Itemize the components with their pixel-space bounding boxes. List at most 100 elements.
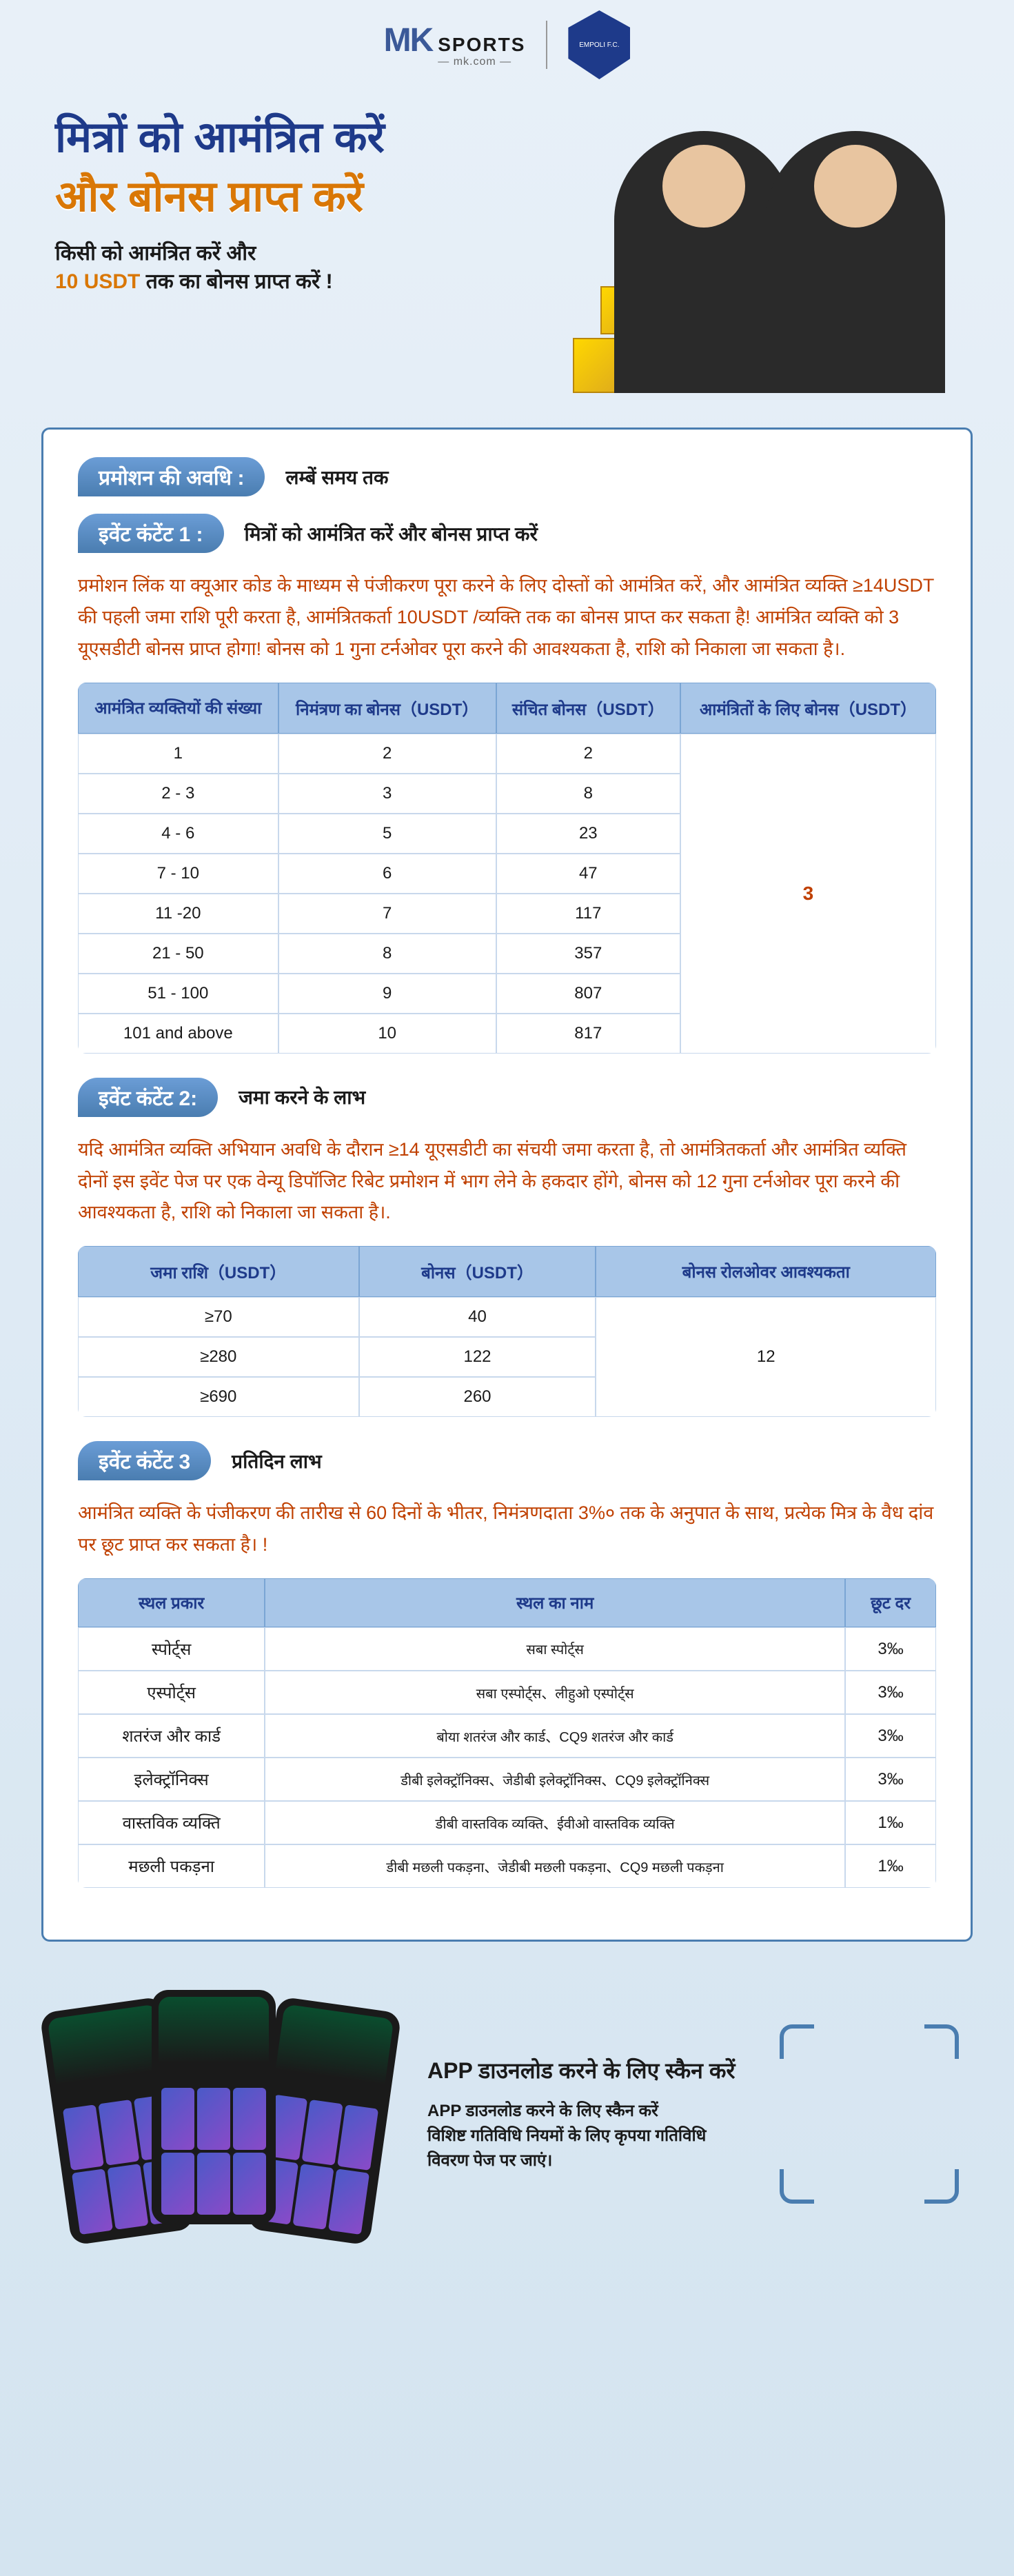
event2-subtitle: जमा करने के लाभ xyxy=(239,1084,365,1110)
table-cell: डीबी मछली पकड़ना、जेडीबी मछली पकड़ना、CQ9 … xyxy=(265,1844,845,1888)
table-cell: 11 -20 xyxy=(78,894,278,934)
table-row: ≥704012 xyxy=(78,1297,936,1337)
table-cell: ≥690 xyxy=(78,1377,359,1417)
event1-table: आमंत्रित व्यक्तियों की संख्या निमंत्रण क… xyxy=(78,683,936,1054)
table-cell: 21 - 50 xyxy=(78,934,278,974)
table-cell: 4 - 6 xyxy=(78,814,278,854)
footer-title: APP डाउनलोड करने के लिए स्कैन करें xyxy=(427,2055,752,2085)
qr-corner-icon xyxy=(924,2169,959,2204)
event3-table: स्थल प्रकार स्थल का नाम छूट दर स्पोर्ट्स… xyxy=(78,1578,936,1888)
table-cell: डीबी इलेक्ट्रॉनिक्स、जेडीबी इलेक्ट्रॉनिक्… xyxy=(265,1758,845,1801)
table-header: स्थल प्रकार xyxy=(78,1578,265,1627)
table-header: जमा राशि（USDT） xyxy=(78,1246,359,1297)
table-cell: 10 xyxy=(278,1014,496,1054)
header-divider xyxy=(546,21,547,69)
table-cell: 9 xyxy=(278,974,496,1014)
logo-mk-text: MK xyxy=(384,21,433,59)
table-cell: वास्तविक व्यक्ति xyxy=(78,1801,265,1844)
promotion-duration-value: लम्बें समय तक xyxy=(285,464,388,490)
table-row: शतरंज और कार्डबोया शतरंज और कार्ड、CQ9 शत… xyxy=(78,1714,936,1758)
club-badge-icon: EMPOLI F.C. xyxy=(568,10,630,79)
table-cell: सबा स्पोर्ट्स xyxy=(265,1627,845,1671)
event1-pill: इवेंट कंटेंट 1 : xyxy=(78,514,224,553)
event2-pill: इवेंट कंटेंट 2: xyxy=(78,1078,218,1117)
qr-code-placeholder[interactable] xyxy=(780,2024,959,2204)
table-cell: 357 xyxy=(496,934,680,974)
table-header: संचित बोनस（USDT） xyxy=(496,683,680,734)
event1-subtitle: मित्रों को आमंत्रित करें और बोनस प्राप्त… xyxy=(245,521,538,547)
person-illustration xyxy=(766,131,945,393)
table-row: स्पोर्ट्ससबा स्पोर्ट्स3‰ xyxy=(78,1627,936,1671)
event1-body: प्रमोशन लिंक या क्यूआर कोड के माध्यम से … xyxy=(78,570,936,665)
table-cell: 5 xyxy=(278,814,496,854)
table-cell: स्पोर्ट्स xyxy=(78,1627,265,1671)
table-cell: 3‰ xyxy=(845,1671,936,1714)
table-cell: 2 xyxy=(496,734,680,774)
header-bar: MK SPORTS — mk.com — EMPOLI F.C. xyxy=(0,0,1014,90)
logo-domain-text: — mk.com — xyxy=(438,56,525,68)
table-cell: 2 xyxy=(278,734,496,774)
table-cell: 7 xyxy=(278,894,496,934)
footer-section: APP डाउनलोड करने के लिए स्कैन करें APP ड… xyxy=(0,1969,1014,2280)
table-header: छूट दर xyxy=(845,1578,936,1627)
event3-body: आमंत्रित व्यक्ति के पंजीकरण की तारीख से … xyxy=(78,1498,936,1561)
logo-mk-sports: MK SPORTS — mk.com — xyxy=(384,21,526,68)
table-header: निमंत्रण का बोनस（USDT） xyxy=(278,683,496,734)
table-cell: एस्पोर्ट्स xyxy=(78,1671,265,1714)
table-cell: 101 and above xyxy=(78,1014,278,1054)
event3-pill: इवेंट कंटेंट 3 xyxy=(78,1441,211,1480)
table-row: 1223 xyxy=(78,734,936,774)
table-cell: 1 xyxy=(78,734,278,774)
qr-corner-icon xyxy=(924,2024,959,2059)
table-row: मछली पकड़नाडीबी मछली पकड़ना、जेडीबी मछली … xyxy=(78,1844,936,1888)
table-cell: 23 xyxy=(496,814,680,854)
table-cell: इलेक्ट्रॉनिक्स xyxy=(78,1758,265,1801)
table-cell: 2 - 3 xyxy=(78,774,278,814)
table-cell: 122 xyxy=(359,1337,596,1377)
table-cell: 3‰ xyxy=(845,1758,936,1801)
table-cell: 3 xyxy=(278,774,496,814)
table-cell: मछली पकड़ना xyxy=(78,1844,265,1888)
table-cell: 8 xyxy=(278,934,496,974)
table-cell: शतरंज और कार्ड xyxy=(78,1714,265,1758)
table-cell: बोया शतरंज और कार्ड、CQ9 शतरंज और कार्ड xyxy=(265,1714,845,1758)
event3-subtitle: प्रतिदिन लाभ xyxy=(232,1448,322,1474)
hero-image xyxy=(573,103,973,393)
table-cell-merged: 12 xyxy=(596,1297,936,1417)
table-cell: 47 xyxy=(496,854,680,894)
table-cell: 40 xyxy=(359,1297,596,1337)
hero-section: मित्रों को आमंत्रित करें और बोनस प्राप्त… xyxy=(0,90,1014,414)
table-cell: 1‰ xyxy=(845,1801,936,1844)
table-header: स्थल का नाम xyxy=(265,1578,845,1627)
table-header: बोनस（USDT） xyxy=(359,1246,596,1297)
main-content-card: प्रमोशन की अवधि : लम्बें समय तक इवेंट कं… xyxy=(41,427,973,1942)
table-cell: 807 xyxy=(496,974,680,1014)
event2-body: यदि आमंत्रित व्यक्ति अभियान अवधि के दौरा… xyxy=(78,1134,936,1229)
promotion-duration-pill: प्रमोशन की अवधि : xyxy=(78,457,265,496)
qr-corner-icon xyxy=(780,2169,814,2204)
table-cell: 817 xyxy=(496,1014,680,1054)
phone-mockup xyxy=(152,1990,276,2224)
event2-table: जमा राशि（USDT） बोनस（USDT） बोनस रोलओवर आव… xyxy=(78,1246,936,1417)
table-cell: 8 xyxy=(496,774,680,814)
logo-sports-text: SPORTS xyxy=(438,34,525,56)
table-cell-merged: 3 xyxy=(680,734,936,1054)
table-cell: 117 xyxy=(496,894,680,934)
hero-bonus-amount: 10 USDT xyxy=(55,270,140,293)
table-row: इलेक्ट्रॉनिक्सडीबी इलेक्ट्रॉनिक्स、जेडीबी… xyxy=(78,1758,936,1801)
table-row: वास्तविक व्यक्तिडीबी वास्तविक व्यक्ति、ईव… xyxy=(78,1801,936,1844)
table-cell: 3‰ xyxy=(845,1714,936,1758)
table-cell: ≥280 xyxy=(78,1337,359,1377)
table-cell: 260 xyxy=(359,1377,596,1417)
footer-text: APP डाउनलोड करने के लिए स्कैन करें APP ड… xyxy=(427,2055,752,2173)
qr-corner-icon xyxy=(780,2024,814,2059)
table-cell: ≥70 xyxy=(78,1297,359,1337)
table-cell: 7 - 10 xyxy=(78,854,278,894)
table-header: आमंत्रितों के लिए बोनस（USDT） xyxy=(680,683,936,734)
table-header: आमंत्रित व्यक्तियों की संख्या xyxy=(78,683,278,734)
table-cell: सबा एस्पोर्ट्स、लीहुओ एस्पोर्ट्स xyxy=(265,1671,845,1714)
table-cell: डीबी वास्तविक व्यक्ति、ईवीओ वास्तविक व्यक… xyxy=(265,1801,845,1844)
table-row: एस्पोर्ट्ससबा एस्पोर्ट्स、लीहुओ एस्पोर्ट्… xyxy=(78,1671,936,1714)
phone-mockups xyxy=(55,1990,400,2238)
footer-desc: APP डाउनलोड करने के लिए स्कैन करें विशिष… xyxy=(427,2099,752,2173)
